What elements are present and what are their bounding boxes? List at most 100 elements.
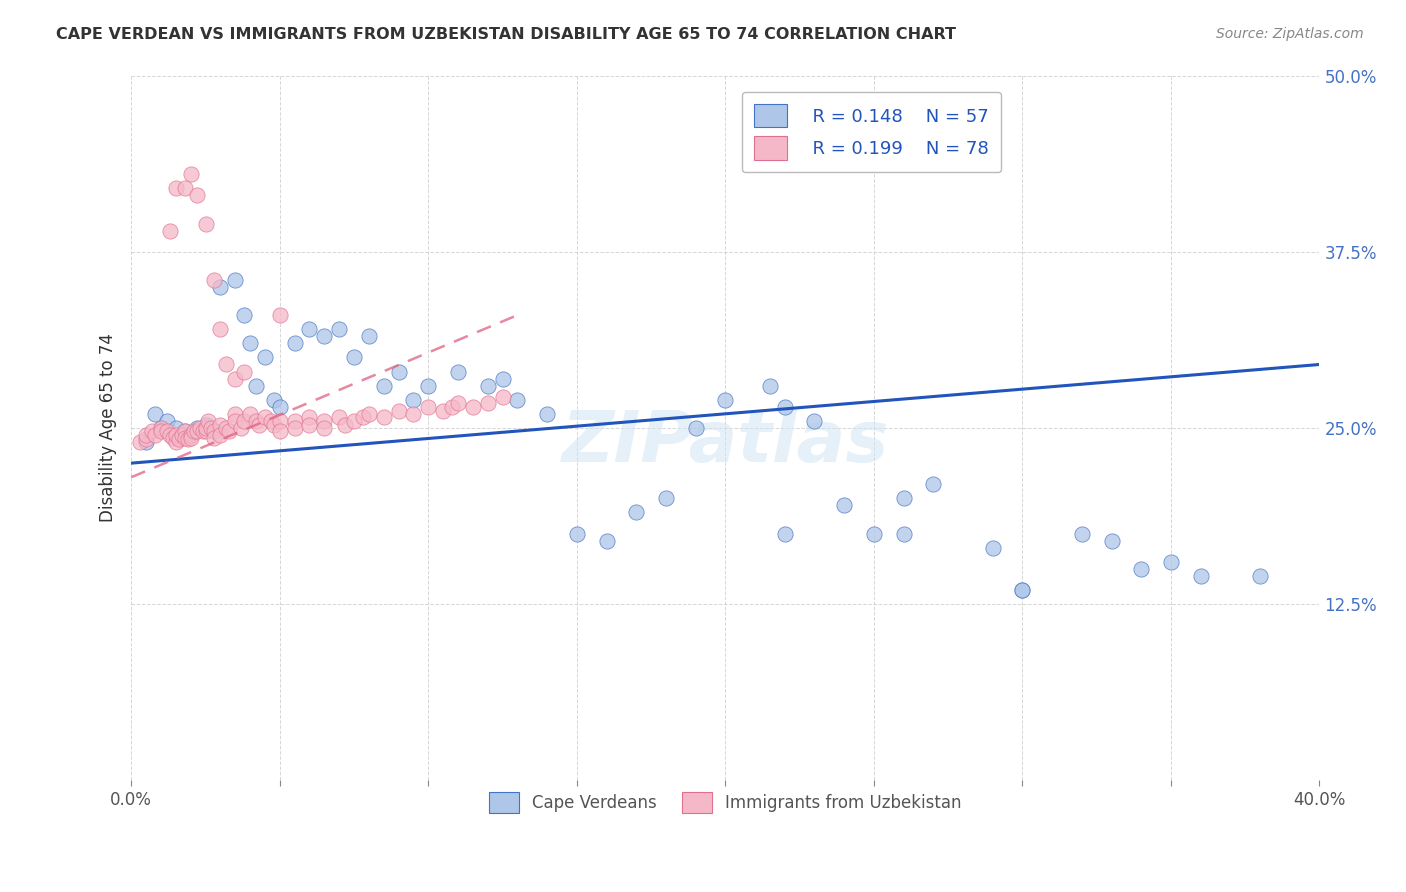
Point [209,322,232,336]
Point [491,390,513,404]
Point [298,418,321,433]
Point [191,424,214,438]
Point [215,421,238,435]
Point [218,424,240,438]
Point [343,351,366,365]
Point [180,428,202,442]
Point [477,378,499,392]
Point [328,409,350,424]
Point [156,414,179,428]
Point [1160,555,1182,569]
Point [432,404,454,418]
Point [204,424,226,438]
Point [143,428,166,442]
Point [245,414,267,428]
Point [506,392,529,407]
Point [173,181,195,195]
Point [180,428,202,442]
Point [165,428,187,442]
Point [922,477,945,491]
Point [135,428,157,442]
Point [284,336,307,351]
Point [536,407,558,421]
Point [159,428,181,442]
Point [224,273,246,287]
Point [245,378,267,392]
Point [1011,582,1033,597]
Point [565,526,588,541]
Point [204,431,226,445]
Point [165,421,187,435]
Point [188,421,211,435]
Point [314,414,336,428]
Point [149,421,172,435]
Point [233,308,256,322]
Point [173,424,195,438]
Point [461,400,484,414]
Point [343,414,366,428]
Point [209,428,232,442]
Point [135,432,157,446]
Text: CAPE VERDEAN VS IMMIGRANTS FROM UZBEKISTAN DISABILITY AGE 65 TO 74 CORRELATION C: CAPE VERDEAN VS IMMIGRANTS FROM UZBEKIST… [56,27,956,42]
Point [156,424,179,438]
Point [655,491,678,506]
Point [269,424,291,438]
Point [204,273,226,287]
Point [165,181,187,195]
Point [314,329,336,343]
Point [231,421,253,435]
Point [209,280,232,294]
Point [981,541,1004,555]
Point [773,400,796,414]
Point [204,424,226,438]
Point [1189,569,1212,583]
Point [263,392,285,407]
Point [129,435,152,450]
Text: ZIPatlas: ZIPatlas [561,408,889,476]
Point [269,400,291,414]
Point [180,167,202,181]
Point [447,395,470,409]
Point [1011,582,1033,597]
Point [441,400,464,414]
Point [159,223,181,237]
Point [224,414,246,428]
Point [418,378,440,392]
Point [186,424,208,438]
Point [284,414,307,428]
Point [183,424,205,438]
Point [759,378,782,392]
Y-axis label: Disability Age 65 to 74: Disability Age 65 to 74 [100,334,117,523]
Point [176,432,198,446]
Point [298,409,321,424]
Point [173,431,195,445]
Point [260,414,283,428]
Point [893,491,915,506]
Point [402,392,425,407]
Point [239,407,262,421]
Point [1130,562,1153,576]
Point [186,188,208,202]
Point [143,407,166,421]
Point [685,421,707,435]
Point [186,421,208,435]
Point [357,407,380,421]
Point [387,365,409,379]
Point [239,336,262,351]
Point [194,217,217,231]
Point [209,418,232,433]
Point [224,371,246,385]
Point [1101,533,1123,548]
Point [284,421,307,435]
Point [491,371,513,385]
Point [194,418,217,433]
Point [170,428,193,442]
Point [803,414,825,428]
Legend: Cape Verdeans, Immigrants from Uzbekistan: Cape Verdeans, Immigrants from Uzbekista… [477,780,973,825]
Point [626,506,648,520]
Point [269,308,291,322]
Point [149,421,172,435]
Point [298,322,321,336]
Point [357,329,380,343]
Point [253,351,276,365]
